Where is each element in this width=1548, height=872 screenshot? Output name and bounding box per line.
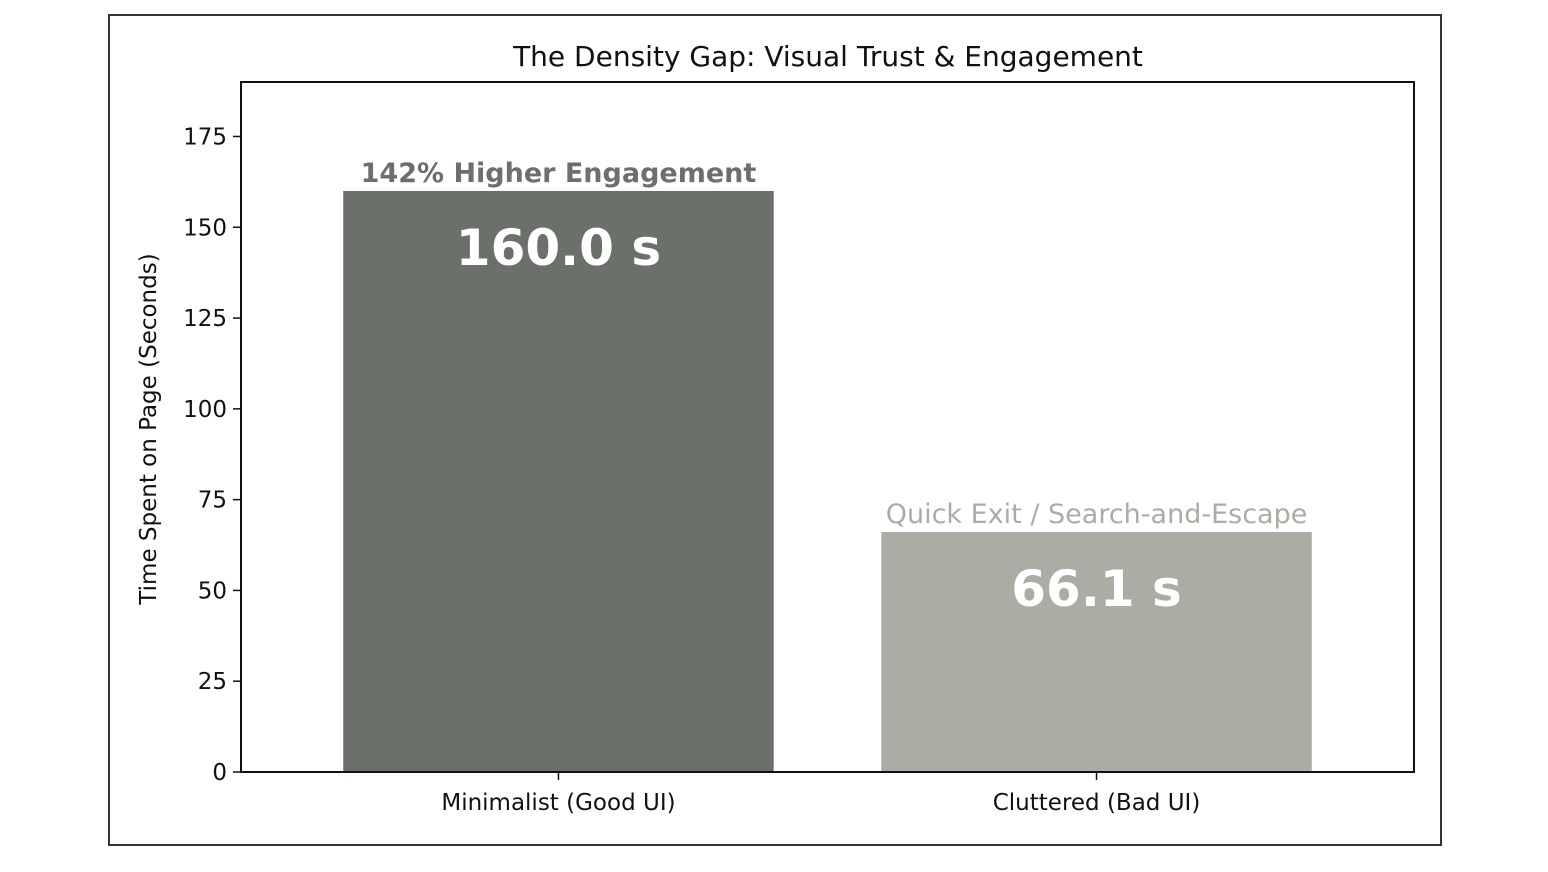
y-axis-label: Time Spent on Page (Seconds) xyxy=(136,253,162,605)
y-tick-label: 50 xyxy=(198,578,227,604)
y-tick-label: 0 xyxy=(212,760,227,786)
y-tick-label: 150 xyxy=(183,215,227,241)
y-tick-label: 175 xyxy=(183,124,227,150)
x-tick-label: Minimalist (Good UI) xyxy=(441,790,675,816)
figure-frame xyxy=(108,14,1442,846)
bar-value-label: 66.1 s xyxy=(1011,560,1182,618)
y-tick-label: 75 xyxy=(198,488,227,514)
bar-labels: Minimalist (Good UI) 160.0 s 142% Higher E… xyxy=(361,158,1308,816)
bar-value-label: 160.0 s xyxy=(456,219,661,277)
y-tick-label: 25 xyxy=(198,669,227,695)
x-tick-label: Cluttered (Bad UI) xyxy=(993,790,1201,816)
bars xyxy=(343,190,1312,780)
bar-0 xyxy=(343,190,774,772)
y-ticks: 0 25 50 75 100 125 150 175 xyxy=(183,124,241,786)
chart-title: The Density Gap: Visual Trust & Engageme… xyxy=(512,40,1143,73)
plot-area-frame xyxy=(240,81,1415,773)
bar-1 xyxy=(881,531,1312,772)
bar-annotation: Quick Exit / Search-and-Escape xyxy=(886,499,1308,530)
y-tick-label: 125 xyxy=(183,306,227,332)
bar-annotation: 142% Higher Engagement xyxy=(361,158,757,189)
y-tick-label: 100 xyxy=(183,397,227,423)
